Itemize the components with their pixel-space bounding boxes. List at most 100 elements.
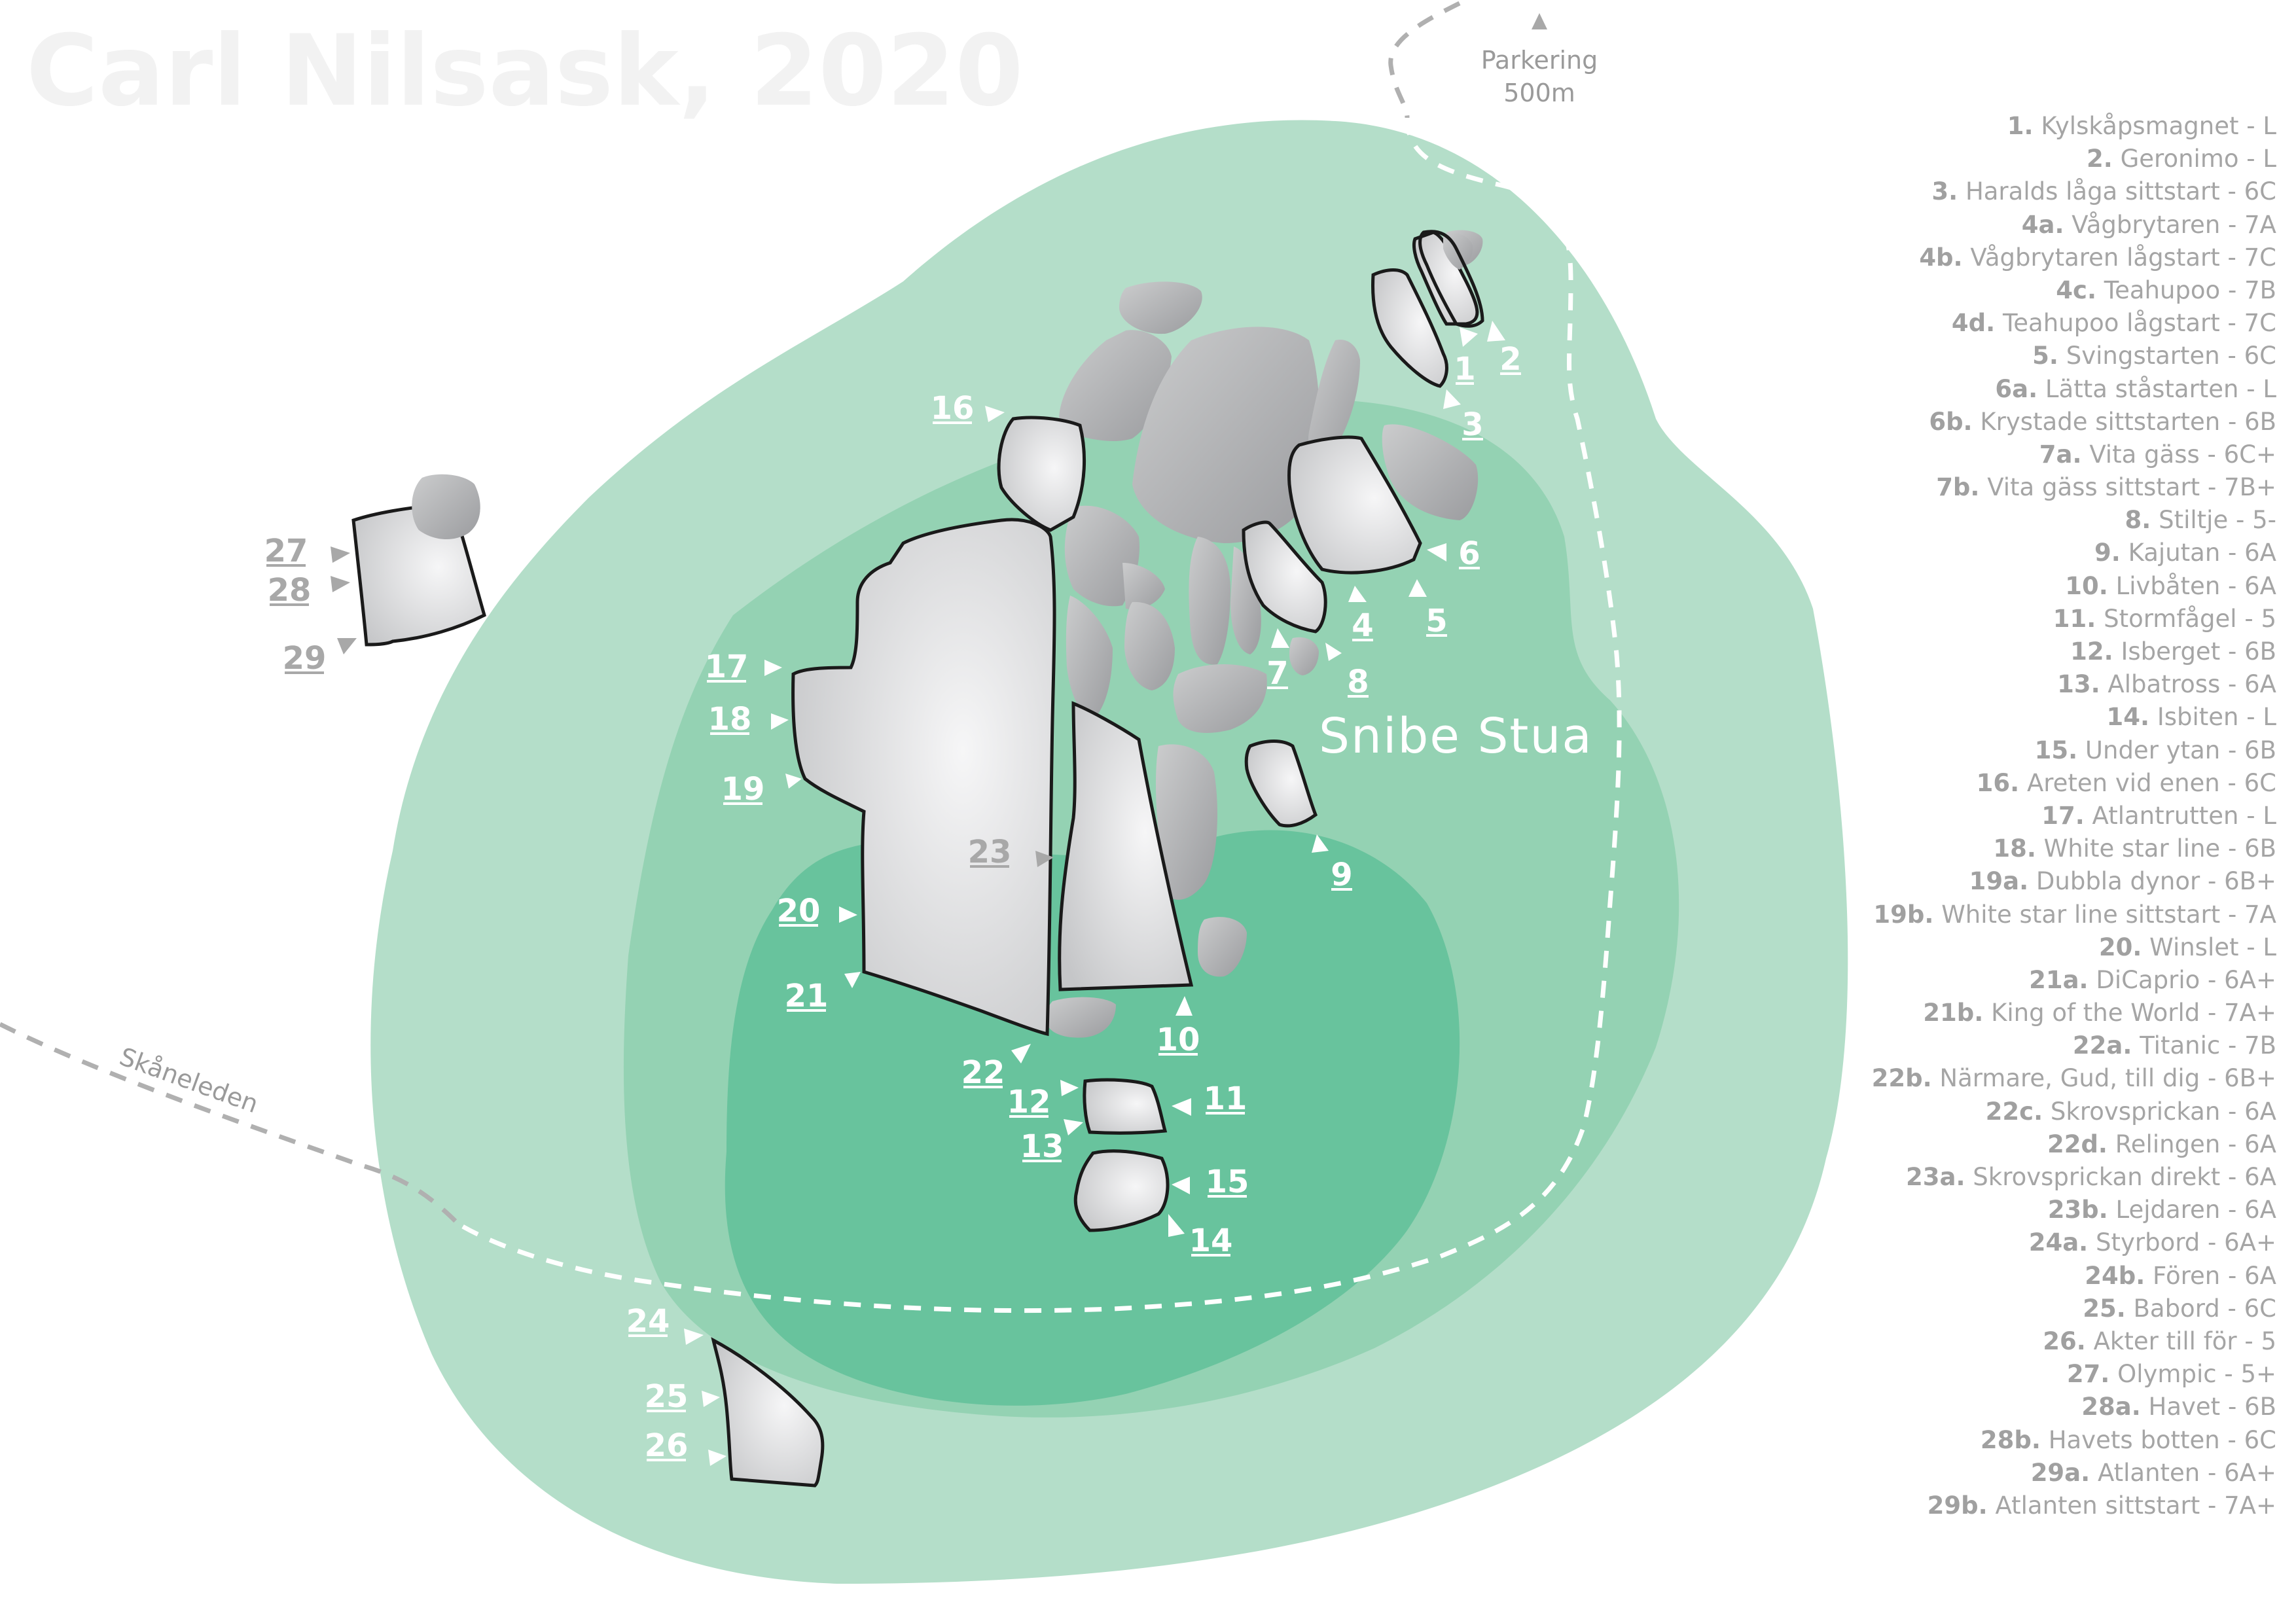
problem-number: 15. bbox=[2034, 736, 2078, 764]
problem-number: 9. bbox=[2094, 539, 2121, 567]
problem-number: 6a. bbox=[1995, 374, 2038, 403]
problem-number: 20. bbox=[2098, 933, 2142, 961]
problem-number: 28a. bbox=[2081, 1393, 2141, 1421]
problem-number: 13. bbox=[2057, 670, 2100, 699]
problem-name: Kylskåpsmagnet - L bbox=[2041, 112, 2276, 140]
problem-item: 25. Babord - 6C bbox=[1622, 1293, 2276, 1325]
marker-12: 12 bbox=[1007, 1084, 1051, 1120]
problem-number: 24b. bbox=[2085, 1261, 2145, 1290]
problem-number: 24a. bbox=[2028, 1228, 2089, 1257]
problem-item: 16. Areten vid enen - 6C bbox=[1622, 767, 2276, 800]
problem-number: 5. bbox=[2032, 342, 2058, 370]
marker-14: 14 bbox=[1189, 1222, 1233, 1259]
problem-item: 22c. Skrovsprickan - 6A bbox=[1622, 1096, 2276, 1128]
problem-item: 21a. DiCaprio - 6A+ bbox=[1622, 964, 2276, 997]
problem-item: 18. White star line - 6B bbox=[1622, 832, 2276, 865]
marker-24: 24 bbox=[626, 1303, 670, 1340]
problem-name: Kajutan - 6A bbox=[2128, 539, 2276, 567]
marker-19: 19 bbox=[721, 771, 765, 808]
problem-name: Närmare, Gud, till dig - 6B+ bbox=[1939, 1064, 2276, 1093]
problem-name: Geronimo - L bbox=[2120, 145, 2276, 173]
problem-name: Areten vid enen - 6C bbox=[2026, 768, 2276, 797]
problem-number: 7b. bbox=[1936, 473, 1980, 502]
marker-labels: 1 2 3 4 5 6 7 8 9 10 11 12 13 14 15 16 1… bbox=[264, 341, 1522, 1464]
problem-item: 10. Livbåten - 6A bbox=[1622, 570, 2276, 603]
problem-item: 4b. Vågbrytaren lågstart - 7C bbox=[1622, 241, 2276, 274]
marker-27: 27 bbox=[264, 533, 308, 569]
parking-path-top bbox=[1388, 1, 1461, 118]
problem-item: 2. Geronimo - L bbox=[1622, 143, 2276, 175]
problem-item: 22d. Relingen - 6A bbox=[1622, 1128, 2276, 1161]
boulder-3 bbox=[1371, 268, 1448, 388]
marker-2: 2 bbox=[1499, 341, 1521, 378]
marker-26: 26 bbox=[645, 1427, 689, 1464]
area-name-label: Snibe Stua bbox=[1319, 708, 1593, 764]
problem-name: Atlantrutten - L bbox=[2092, 801, 2276, 830]
problem-item: 24b. Fören - 6A bbox=[1622, 1260, 2276, 1293]
problem-item: 11. Stormfågel - 5 bbox=[1622, 603, 2276, 635]
marker-arrows bbox=[331, 321, 1505, 1466]
problem-name: Albatross - 6A bbox=[2108, 670, 2276, 699]
problem-item: 7b. Vita gäss sittstart - 7B+ bbox=[1622, 471, 2276, 504]
problem-name: Dubbla dynor - 6B+ bbox=[2036, 867, 2276, 896]
problem-number: 4a. bbox=[2021, 210, 2064, 239]
marker-29: 29 bbox=[283, 640, 327, 677]
problem-item: 22b. Närmare, Gud, till dig - 6B+ bbox=[1622, 1062, 2276, 1095]
problem-item: 4a. Vågbrytaren - 7A bbox=[1622, 209, 2276, 241]
problem-name: Atlanten - 6A+ bbox=[2097, 1458, 2276, 1487]
problem-name: White star line - 6B bbox=[2043, 834, 2276, 863]
boulder-main bbox=[791, 518, 1056, 1037]
problem-number: 7a. bbox=[2039, 440, 2082, 469]
problem-number: 23a. bbox=[1906, 1163, 1965, 1191]
problem-number: 8. bbox=[2125, 506, 2151, 535]
problem-name: King of the World - 7A+ bbox=[1991, 999, 2276, 1027]
problem-name: Atlanten sittstart - 7A+ bbox=[1995, 1491, 2276, 1520]
marker-23: 23 bbox=[968, 834, 1012, 870]
problem-name: Stormfågel - 5 bbox=[2104, 604, 2276, 633]
marker-15: 15 bbox=[1206, 1164, 1249, 1200]
problem-item: 4d. Teahupoo lågstart - 7C bbox=[1622, 307, 2276, 340]
problem-name: Svingstarten - 6C bbox=[2066, 342, 2276, 370]
marker-18: 18 bbox=[708, 701, 752, 738]
boulder-11 bbox=[1083, 1078, 1168, 1135]
problem-name: Haralds låga sittstart - 6C bbox=[1965, 177, 2276, 206]
marker-3: 3 bbox=[1462, 406, 1483, 443]
problem-item: 29a. Atlanten - 6A+ bbox=[1622, 1457, 2276, 1489]
problem-number: 4c. bbox=[2056, 276, 2097, 304]
problem-number: 14. bbox=[2106, 703, 2150, 732]
problem-item: 5. Svingstarten - 6C bbox=[1622, 340, 2276, 372]
problem-item: 3. Haralds låga sittstart - 6C bbox=[1622, 175, 2276, 208]
problem-item: 24a. Styrbord - 6A+ bbox=[1622, 1226, 2276, 1259]
marker-5: 5 bbox=[1426, 603, 1447, 639]
trail-skaneleden bbox=[0, 1022, 460, 1226]
problem-name: Teahupoo - 7B bbox=[2104, 276, 2276, 304]
problem-name: Stiltje - 5- bbox=[2159, 506, 2276, 535]
problem-name: Teahupoo lågstart - 7C bbox=[2002, 309, 2276, 338]
boulder-24 bbox=[711, 1337, 825, 1488]
parking-arrow-icon bbox=[1532, 13, 1547, 29]
problem-item: 13. Albatross - 6A bbox=[1622, 668, 2276, 701]
boulder-23 bbox=[1058, 701, 1194, 991]
problem-number: 4b. bbox=[1919, 243, 1963, 272]
marker-28: 28 bbox=[268, 572, 312, 609]
boulder-16 bbox=[997, 416, 1086, 532]
problem-item: 4c. Teahupoo - 7B bbox=[1622, 274, 2276, 307]
boulder-6 bbox=[1287, 435, 1422, 575]
problem-number: 2. bbox=[2087, 145, 2113, 173]
problem-name: Fören - 6A bbox=[2153, 1261, 2276, 1290]
problem-name: Styrbord - 6A+ bbox=[2095, 1228, 2276, 1257]
problem-number: 3. bbox=[1931, 177, 1958, 206]
problem-item: 6a. Lätta ståstarten - L bbox=[1622, 373, 2276, 406]
problem-item: 27. Olympic - 5+ bbox=[1622, 1358, 2276, 1391]
problem-name: Relingen - 6A bbox=[2115, 1130, 2276, 1158]
problem-number: 25. bbox=[2083, 1294, 2126, 1323]
problem-item: 29b. Atlanten sittstart - 7A+ bbox=[1622, 1489, 2276, 1522]
problem-item: 20. Winslet - L bbox=[1622, 931, 2276, 964]
problem-item: 1. Kylskåpsmagnet - L bbox=[1622, 110, 2276, 143]
marker-7: 7 bbox=[1266, 655, 1288, 692]
problem-name: Isbiten - L bbox=[2157, 703, 2276, 732]
trail-label: Skåneleden bbox=[116, 1042, 262, 1118]
problem-name: Vita gäss sittstart - 7B+ bbox=[1987, 473, 2276, 502]
problem-item: 6b. Krystade sittstarten - 6B bbox=[1622, 406, 2276, 438]
